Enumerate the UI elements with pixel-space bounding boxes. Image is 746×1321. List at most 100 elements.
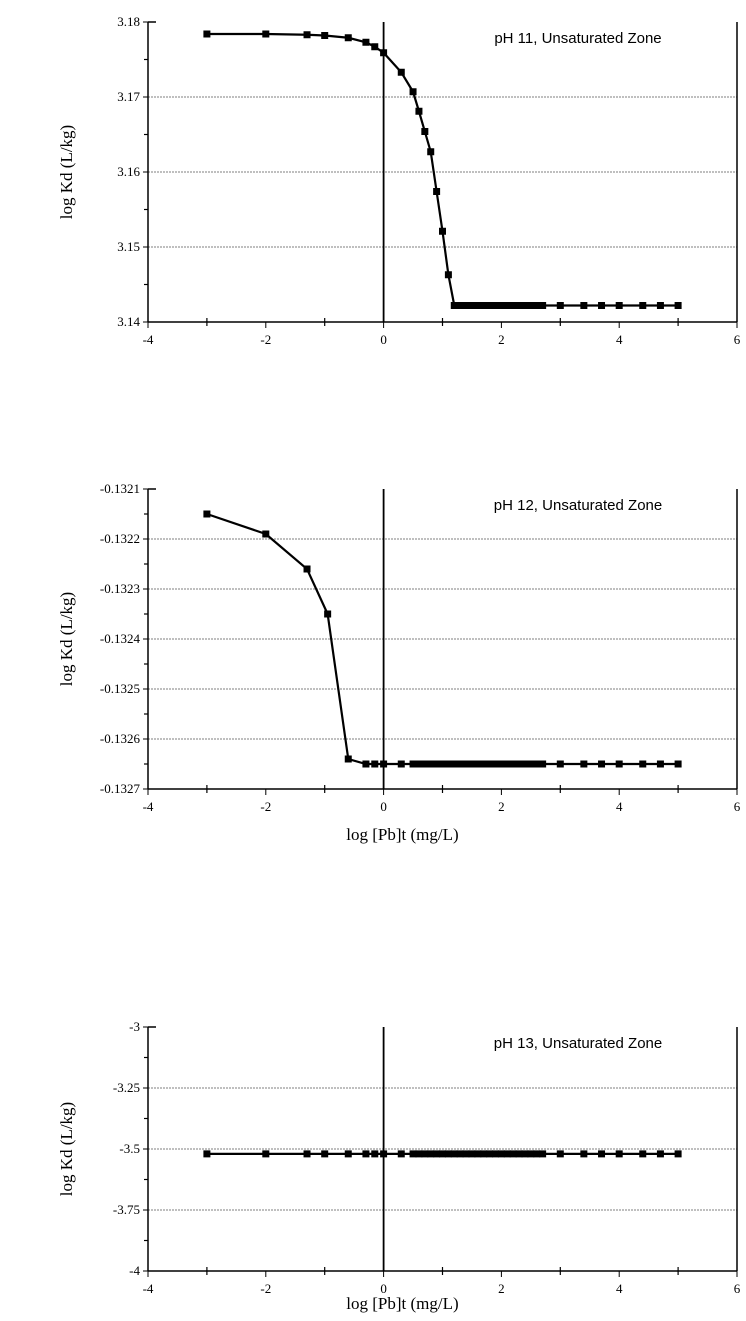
data-point xyxy=(503,760,511,768)
chart-annotation: pH 12, Unsaturated Zone xyxy=(494,497,662,514)
data-point xyxy=(444,760,452,768)
data-point xyxy=(380,49,388,57)
y-tick-label: -0.1321 xyxy=(100,481,140,496)
data-point xyxy=(427,1150,435,1158)
data-point xyxy=(456,1150,464,1158)
x-tick-label: -4 xyxy=(143,332,154,347)
x-tick-label: -4 xyxy=(143,799,154,814)
data-point xyxy=(486,302,494,309)
data-point xyxy=(462,302,470,309)
data-point xyxy=(656,1150,664,1158)
y-tick-label: 3.16 xyxy=(117,164,140,179)
y-tick-label: -0.1322 xyxy=(100,531,140,546)
data-point xyxy=(262,530,270,538)
data-point xyxy=(262,30,270,38)
data-point xyxy=(521,1150,529,1158)
data-point xyxy=(409,760,417,768)
data-point xyxy=(450,1150,458,1158)
data-point xyxy=(497,302,505,309)
data-point xyxy=(362,1150,370,1158)
y-tick-label: 3.14 xyxy=(117,314,140,329)
data-point xyxy=(444,271,452,279)
data-point xyxy=(674,1150,682,1158)
data-point xyxy=(615,760,623,768)
data-point xyxy=(456,302,464,309)
data-point xyxy=(509,302,517,309)
data-point xyxy=(397,760,405,768)
data-point xyxy=(492,1150,500,1158)
data-point xyxy=(427,760,435,768)
data-point xyxy=(439,1150,446,1158)
x-tick-label: 6 xyxy=(734,799,741,814)
data-point xyxy=(503,302,511,309)
x-tick-label: 2 xyxy=(498,1281,505,1296)
data-point xyxy=(480,760,488,768)
data-point xyxy=(598,760,606,768)
data-point xyxy=(371,1150,379,1158)
data-point xyxy=(539,302,547,309)
y-axis-title: log Kd (L/kg) xyxy=(57,125,76,219)
x-tick-label: 2 xyxy=(498,332,505,347)
x-tick-label: 4 xyxy=(616,332,623,347)
data-point xyxy=(444,1150,452,1158)
x-tick-label: -2 xyxy=(260,799,271,814)
y-tick-label: -3.75 xyxy=(113,1202,140,1217)
chart-panel-2: -0.1327 -0.1326 -0.1325 -0.1324 -0.1323 -0.13… xyxy=(57,481,741,844)
x-tick-label: 4 xyxy=(616,1281,623,1296)
chart-panel-1: 3.14 3.15 3.16 3.17 3.18 -4 -2 0 2 4 6 log Kd (L/kg… xyxy=(57,14,741,347)
data-point xyxy=(362,760,370,768)
y-tick-label: -0.1324 xyxy=(100,631,141,646)
data-point xyxy=(492,302,500,309)
data-point xyxy=(344,1150,352,1158)
data-point xyxy=(527,302,535,309)
annotation-box xyxy=(428,493,728,517)
x-tick-label: 2 xyxy=(498,799,505,814)
data-point xyxy=(203,30,211,38)
y-tick-label: -4 xyxy=(129,1263,140,1278)
y-axis-title: log Kd (L/kg) xyxy=(57,592,76,686)
data-point xyxy=(468,760,476,768)
data-point xyxy=(480,302,488,309)
data-point xyxy=(556,1150,564,1158)
data-point xyxy=(533,302,541,309)
data-point xyxy=(509,1150,517,1158)
data-point xyxy=(450,760,458,768)
y-tick-label: -0.1327 xyxy=(100,781,141,796)
chart-annotation: pH 13, Unsaturated Zone xyxy=(494,1035,662,1052)
data-point xyxy=(462,760,470,768)
data-point xyxy=(492,760,500,768)
data-point xyxy=(321,1150,329,1158)
x-axis-title: log [Pb]t (mg/L) xyxy=(346,825,458,844)
data-point xyxy=(433,1150,441,1158)
data-point xyxy=(344,755,352,763)
data-point xyxy=(521,760,529,768)
data-point xyxy=(480,1150,488,1158)
data-point xyxy=(639,1150,647,1158)
data-point xyxy=(527,760,535,768)
data-point xyxy=(456,760,464,768)
data-point xyxy=(486,760,494,768)
data-point xyxy=(303,1150,311,1158)
data-point xyxy=(415,760,423,768)
x-axis-title: log [Pb]t (mg/L) xyxy=(346,1294,458,1313)
data-point xyxy=(415,107,423,115)
series-line xyxy=(206,32,679,307)
data-point xyxy=(380,1150,388,1158)
data-point xyxy=(397,68,405,76)
data-point xyxy=(421,128,429,135)
data-point xyxy=(344,34,352,42)
y-tick-label: -0.1325 xyxy=(100,681,140,696)
x-tick-label: 0 xyxy=(380,1281,387,1296)
data-point xyxy=(639,302,647,309)
data-point xyxy=(521,302,529,309)
data-point xyxy=(497,760,505,768)
data-point xyxy=(421,1150,429,1158)
data-point xyxy=(462,1150,470,1158)
y-tick-label: 3.15 xyxy=(117,239,140,254)
data-point xyxy=(533,760,541,768)
x-tick-label: 6 xyxy=(734,1281,741,1296)
data-point xyxy=(556,760,564,768)
chart-annotation: pH 11, Unsaturated Zone xyxy=(494,30,661,47)
data-point xyxy=(598,1150,606,1158)
data-point xyxy=(515,760,523,768)
